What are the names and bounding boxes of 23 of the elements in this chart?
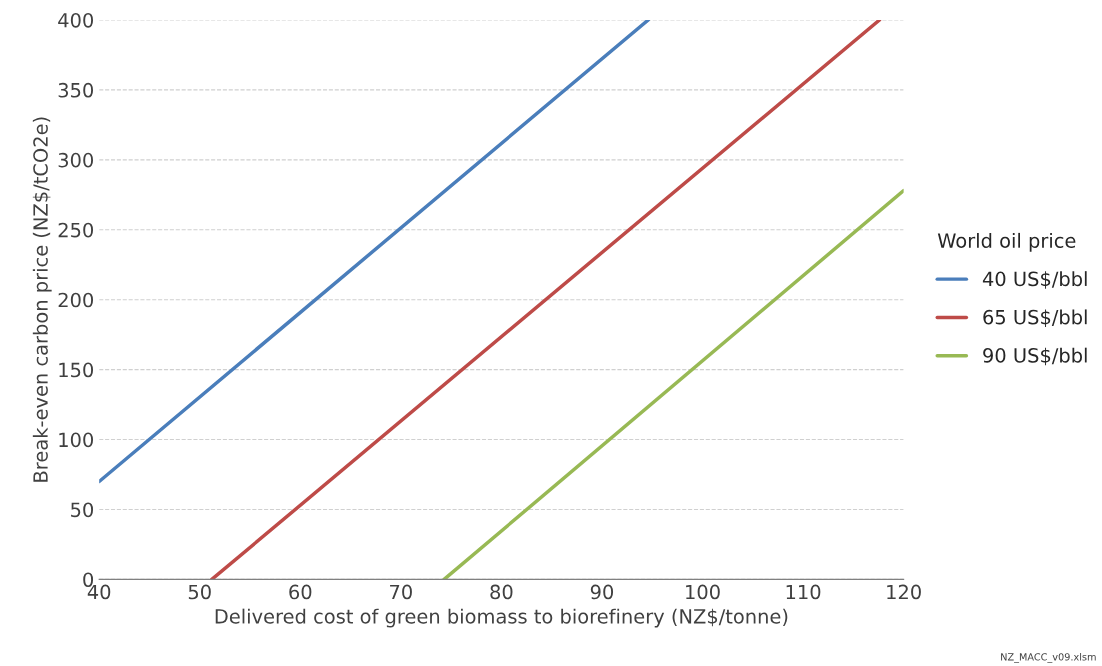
y-tick-label: 200 — [58, 292, 94, 308]
x-tick-label: 70 — [390, 584, 412, 600]
x-tick-label: 120 — [887, 584, 921, 600]
y-tick-label: 250 — [58, 222, 94, 238]
x-tick-label: 80 — [490, 584, 513, 600]
text: NZ_MACC_v09.xlsm — [1001, 652, 1096, 663]
x-tick-label: 60 — [289, 584, 312, 600]
y-axis-title: Break-even carbon price (NZ$/tCO2e) — [32, 117, 52, 482]
x-tick-label: 100 — [686, 584, 720, 600]
y-tick-label: 150 — [59, 362, 94, 378]
x-axis-title: Delivered cost of green biomass to biorefinery (NZ$/tonne) — [215, 608, 788, 628]
x-tick-label: 50 — [188, 584, 211, 600]
y-tick-label: 300 — [58, 152, 94, 168]
x-tick-label: 90 — [590, 584, 614, 600]
y-tick-label: 100 — [59, 432, 94, 448]
legend-label: 40 US$/bbl — [982, 271, 1087, 289]
y-tick-label: 400 — [58, 12, 94, 28]
y-tick-label: 350 — [58, 82, 94, 98]
x-tick-label: 110 — [786, 584, 821, 600]
y-tick-label: 50 — [71, 502, 94, 518]
legend-label: 65 US$/bbl — [983, 309, 1087, 328]
legend-label: 90 US$/bbl — [983, 347, 1087, 366]
legend-title: World oil price — [937, 232, 1076, 252]
